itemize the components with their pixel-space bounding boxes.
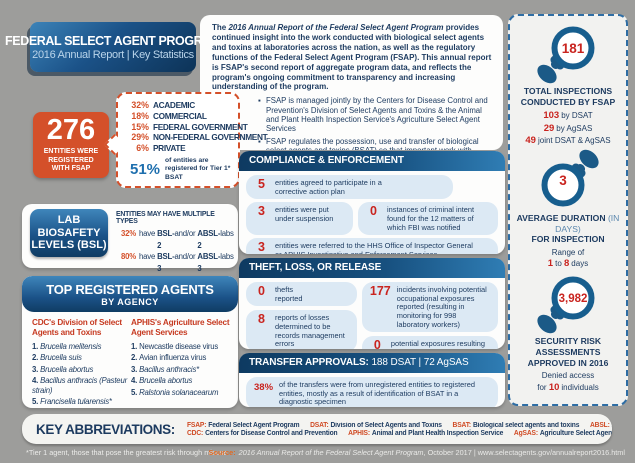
key-stats-column: 181 TOTAL INSPECTIONS CONDUCTED BY FSAP … [508, 14, 628, 406]
agent-item: Bacillus anthracis (Pasteur strain) [32, 376, 127, 395]
inspections-label: TOTAL INSPECTIONS CONDUCTED BY FSAP [520, 86, 616, 107]
abbreviation: ABSL:Animal biosafety level [589, 421, 612, 429]
source-url-link[interactable]: www.selectagents.gov/annualreport2016.ht… [477, 448, 625, 457]
breakdown-row: 18% COMMERCIAL [131, 110, 207, 121]
inspections-count: 181 [561, 41, 585, 56]
sra-stat: 3,982 SECURITY RISK ASSESSMENTS APPROVED… [514, 272, 622, 394]
transfers-stats: 188 DSAT | 72 AgSAS [371, 357, 469, 368]
cdc-agents-column: CDC's Division of Select Agents and Toxi… [32, 318, 131, 408]
compliance-header: COMPLIANCE & ENFORCEMENT [239, 151, 505, 171]
intro-bullet-list: FSAP is managed jointly by the Centers f… [212, 96, 493, 150]
page-subtitle: 2016 Annual Report | Key Statistics [32, 48, 194, 61]
intro-panel: The 2016 Annual Report of the Federal Se… [200, 15, 503, 150]
sra-label: SECURITY RISK ASSESSMENTS APPROVED IN 20… [527, 336, 609, 368]
abbreviation: CDC: Centers for Disease Control and Prev… [186, 429, 338, 437]
magnifier-icon: 3 [537, 149, 599, 211]
agent-item: Ralstonia solanacearum [139, 387, 219, 397]
agent-item: Brucella abortus [139, 376, 193, 386]
top-agents-header: TOP REGISTERED AGENTS BY AGENCY [22, 276, 238, 312]
magnifier-icon: 3,982 [537, 272, 599, 334]
compliance-item: 3 entities were referred to the HHS Offic… [246, 238, 498, 254]
agent-item: Newcastle disease virus [139, 341, 219, 351]
abbreviations-panel: KEY ABBREVIATIONS: FSAP: Federal Select A… [22, 414, 612, 444]
agent-item: Francisella tularensis* [40, 397, 112, 407]
aphis-agents-column: APHIS's Agriculture Select Agent Service… [131, 318, 230, 408]
abbreviations-title: KEY ABBREVIATIONS: [36, 421, 175, 437]
breakdown-row: 29% NON-FEDERAL GOVERNMENT [131, 132, 268, 143]
duration-label: AVERAGE DURATION (IN DAYS) FOR INSPECTIO… [516, 212, 620, 245]
agent-item: Bacillus anthracis* [139, 364, 199, 374]
intro-bullet: FSAP regulates the possession, use and t… [258, 137, 489, 150]
compliance-item: 3 entities were put under suspension [246, 202, 353, 236]
aphis-agent-list: Newcastle disease virus Avian influenza … [131, 342, 230, 398]
source-title: 2016 Annual Report of the Federal Select… [238, 448, 424, 457]
breakdown-row: 32% ACADEMIC [131, 100, 195, 110]
duration-stat: 3 AVERAGE DURATION (IN DAYS) FOR INSPECT… [514, 149, 622, 271]
theft-section: THEFT, LOSS, OR RELEASE 0 thefts reported… [239, 258, 505, 349]
magnifier-icon: 181 [537, 22, 599, 84]
theft-item: 0 thefts reported [246, 282, 357, 307]
compliance-item: 0 instances of criminal intent found for … [358, 202, 498, 236]
cdc-agent-list: Brucella melitensis Brucella suis Brucel… [32, 342, 131, 407]
abbreviation: AgSAS:Agriculture Select Agent Services [513, 429, 612, 437]
theft-header: THEFT, LOSS, OR RELEASE [239, 258, 505, 278]
agent-item: Brucella abortus [40, 364, 94, 374]
transfers-section: TRANSFER APPROVALS: 188 DSAT | 72 AgSAS … [239, 353, 505, 407]
agent-item: Brucella suis [40, 353, 82, 363]
header-ribbon: FEDERAL SELECT AGENT PROGRAM 2016 Annual… [5, 22, 221, 72]
bsl-note: ENTITIES MAY HAVE MULTIPLE TYPES [116, 211, 215, 225]
tier1-percent: 51% [130, 160, 161, 178]
aphis-column-heading: APHIS's Agriculture Select Agent Service… [131, 318, 230, 337]
cdc-column-heading: CDC's Division of Select Agents and Toxi… [32, 318, 122, 337]
registered-count: 276 [46, 113, 96, 146]
source-label: Source: [208, 448, 236, 457]
theft-item: 177 incidents involving potential occupat… [361, 282, 498, 333]
breakdown-row: 15% FEDERAL GOVERNMENT [131, 121, 248, 132]
page-title: FEDERAL SELECT AGENT PROGRAM [5, 33, 221, 48]
bsl-title-box: LAB BIOSAFETY LEVELS (BSL) [30, 209, 108, 257]
abbreviation: APHIS: Animal and Plant Health Inspection… [347, 429, 504, 437]
theft-item: 8 reports of losses determined to be reco… [246, 310, 357, 349]
tier1-stat: 51% of entities are registered for Tier … [130, 157, 232, 182]
report-title-italic: 2016 Annual Report of the Federal Select… [228, 23, 444, 32]
abbreviation: BSAT: Biological select agents and toxins [452, 421, 580, 429]
top-agents-panel: TOP REGISTERED AGENTS BY AGENCY CDC's Di… [22, 276, 238, 408]
bsl-row: 32% have BSL-2 and/or ABSL-2 labs [120, 229, 234, 250]
registered-entities-box: 276 ENTITIES WERE REGISTERED WITH FSAP [33, 112, 109, 178]
abbreviation: FSAP: Federal Select Agent Program [186, 421, 300, 429]
source-line: Source: 2016 Annual Report of the Federal… [208, 448, 626, 457]
compliance-section: COMPLIANCE & ENFORCEMENT 5 entities agree… [239, 151, 505, 254]
abbreviation: DSAT: Division of Select Agents and Toxin… [309, 421, 442, 429]
abbreviations-list: FSAP: Federal Select Agent Program DSAT: D… [187, 422, 612, 437]
duration-count: 3 [559, 172, 567, 188]
agent-item: Brucella melitensis [40, 341, 102, 351]
sra-count: 3,982 [558, 293, 588, 306]
tier1-footnote: *Tier 1 agent, those that pose the great… [26, 448, 228, 457]
compliance-item: 5 entities agreed to participate in a cor… [246, 175, 453, 200]
duration-range: Range of 1 to 8 days [547, 248, 589, 270]
entity-breakdown-bubble: 32% ACADEMIC 18% COMMERCIAL 15% FEDERAL GOV… [116, 92, 268, 188]
tier1-label: of entities are registered for Tier 1* B… [165, 156, 231, 181]
sra-denied: Denied access for 10 individuals [537, 371, 599, 393]
intro-paragraph: The 2016 Annual Report of the Federal Se… [212, 23, 492, 92]
breakdown-row: 6% PRIVATE [136, 143, 186, 154]
bsl-row: 80% have BSL-3 and/or ABSL-3 labs [120, 252, 234, 274]
transfers-header: TRANSFER APPROVALS: 188 DSAT | 72 AgSAS [239, 353, 505, 373]
bsl-panel: LAB BIOSAFETY LEVELS (BSL) ENTITIES MAY … [22, 204, 238, 296]
intro-bullet: FSAP is managed jointly by the Centers f… [258, 96, 489, 133]
registered-label: ENTITIES WERE REGISTERED WITH FSAP [43, 147, 99, 173]
transfers-item: 38% of the transfers were from unregister… [246, 377, 498, 407]
inspections-stat: 181 TOTAL INSPECTIONS CONDUCTED BY FSAP … [514, 22, 622, 148]
inspections-details: 103 by DSAT 29 by AgSAS 49 joint DSAT & AgS… [525, 110, 611, 147]
agent-item: Avian influenza virus [139, 353, 207, 363]
